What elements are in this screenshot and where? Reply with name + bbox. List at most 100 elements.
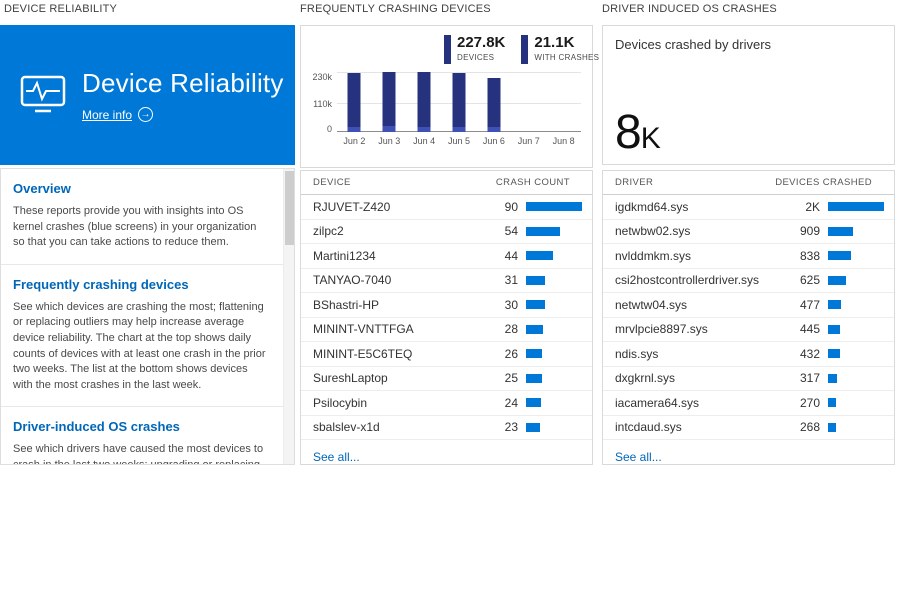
chart-bar-with-crashes [417, 127, 431, 132]
value-bar-track [828, 202, 886, 212]
crash-count: 54 [504, 224, 518, 239]
chart-day-slot: Jun 5 [442, 72, 477, 146]
crash-count: 90 [504, 199, 518, 214]
value-bar-track [828, 226, 886, 236]
column-header-device-reliability: DEVICE RELIABILITY [4, 3, 118, 15]
crash-count: 30 [504, 297, 518, 312]
driver-name: ndis.sys [615, 346, 659, 361]
value-bar [828, 300, 841, 310]
value-bar [526, 373, 542, 383]
info-section-heading[interactable]: Frequently crashing devices [13, 276, 189, 292]
table-row[interactable]: netwtw04.sys 477 [603, 293, 894, 318]
table-row[interactable]: sbalslev-x1d 23 [301, 416, 592, 440]
value-bar [526, 398, 541, 408]
value-bar-track [828, 398, 886, 408]
chart-day-slot: Jun 7 [511, 72, 546, 146]
driver-name: mrvlpcie8897.sys [615, 322, 708, 337]
scrollbar-thumb[interactable] [285, 171, 294, 245]
device-reliability-tile[interactable]: Device Reliability More info → [0, 25, 295, 165]
table-row[interactable]: MININT-VNTTFGA 28 [301, 318, 592, 342]
chart-bars: Jun 2 Jun 3 Jun 4 Jun 5 Jun 6 Jun 7 Jun 8 [337, 72, 581, 146]
section-divider [1, 406, 294, 408]
x-axis-tick-label: Jun 2 [343, 136, 366, 146]
devices-crashed-count: 2K [805, 199, 820, 214]
arrow-right-icon[interactable]: → [138, 107, 154, 122]
drivers-table-header: DRIVER DEVICES CRASHED [603, 171, 894, 195]
tile-title: Device Reliability [82, 68, 284, 98]
table-row[interactable]: BShastri-HP 30 [301, 293, 592, 318]
table-row[interactable]: MININT-E5C6TEQ 26 [301, 342, 592, 367]
value-bar [526, 202, 582, 212]
chart-bar-devices [487, 78, 501, 132]
table-row[interactable]: netwbw02.sys 909 [603, 220, 894, 244]
value-bar [828, 422, 836, 432]
chart-bar-with-crashes [382, 126, 396, 132]
drivers-table-body: igdkmd64.sys 2K netwbw02.sys 909 nvlddmkm.sy… [603, 195, 894, 445]
table-row[interactable]: TANYAO-7040 31 [301, 269, 592, 293]
table-row[interactable]: iacamera64.sys 270 [603, 391, 894, 416]
value-bar [526, 226, 560, 236]
info-section-heading[interactable]: Driver-induced OS crashes [13, 419, 180, 435]
table-row[interactable]: Psilocybin 24 [301, 391, 592, 416]
table-row[interactable]: zilpc2 54 [301, 220, 592, 244]
info-sections: Overview These reports provide you with i… [1, 169, 294, 464]
value-bar-track [526, 422, 584, 432]
table-row[interactable]: intcdaud.sys 268 [603, 416, 894, 440]
chart-bar-devices [382, 72, 396, 132]
section-divider [1, 263, 294, 265]
chart-day-slot: Jun 6 [476, 72, 511, 146]
table-row[interactable]: SureshLaptop 25 [301, 367, 592, 391]
table-row[interactable]: ndis.sys 432 [603, 342, 894, 367]
drivers-see-all-link[interactable]: See all... [615, 450, 662, 464]
chart-gridline [337, 72, 581, 73]
drivers-header-devices-crashed: DEVICES CRASHED [775, 177, 872, 188]
table-row[interactable]: csi2hostcontrollerdriver.sys 625 [603, 269, 894, 293]
table-row[interactable]: dxgkrnl.sys 317 [603, 367, 894, 391]
driver-name: iacamera64.sys [615, 395, 700, 410]
devices-crashed-count: 445 [799, 322, 820, 337]
info-section-heading[interactable]: Overview [13, 181, 71, 196]
value-bar [526, 251, 553, 261]
table-row[interactable]: igdkmd64.sys 2K [603, 195, 894, 220]
device-name: SureshLaptop [313, 371, 388, 386]
devices-see-all-link[interactable]: See all... [313, 450, 360, 464]
crash-count: 26 [504, 346, 518, 361]
tile-text: Device Reliability More info → [82, 68, 284, 122]
x-axis-tick-label: Jun 7 [517, 136, 540, 146]
chart-legend: 227.8K DEVICES 21.1K WITH CRASHES [444, 35, 599, 64]
legend-value-devices: 227.8K [457, 34, 506, 51]
legend-item-with-crashes: 21.1K WITH CRASHES [521, 35, 599, 64]
value-bar-track [828, 251, 886, 261]
table-row[interactable]: RJUVET-Z420 90 [301, 195, 592, 220]
value-bar [828, 251, 851, 261]
legend-marker-devices [444, 35, 451, 64]
value-bar-track [526, 373, 584, 383]
crash-count: 31 [504, 273, 518, 288]
devices-crashed-count: 625 [799, 273, 820, 288]
table-row[interactable]: mrvlpcie8897.sys 445 [603, 318, 894, 342]
x-axis-tick-label: Jun 5 [447, 136, 471, 146]
value-bar [526, 349, 542, 359]
crash-count: 23 [504, 420, 518, 435]
devices-crashed-count: 838 [799, 248, 820, 263]
chart-bar-devices [417, 72, 431, 132]
legend-label-devices: DEVICES [457, 52, 495, 62]
device-name: MININT-VNTTFGA [313, 322, 414, 337]
more-info-link[interactable]: More info [82, 107, 133, 122]
crashing-devices-table: DEVICE CRASH COUNT RJUVET-Z420 90 zilpc2 54… [300, 170, 593, 465]
info-section-body: These reports provide you with insights … [13, 205, 257, 249]
value-bar-track [526, 324, 584, 334]
info-section-body: See which devices are crashing the most;… [13, 300, 266, 391]
device-name: BShastri-HP [313, 297, 380, 312]
value-bar [828, 398, 836, 408]
scrollbar[interactable] [283, 169, 294, 464]
driver-name: csi2hostcontrollerdriver.sys [615, 273, 760, 288]
crash-count: 28 [504, 322, 518, 337]
table-row[interactable]: nvlddmkm.sys 838 [603, 244, 894, 269]
table-row[interactable]: Martini1234 44 [301, 244, 592, 269]
chart-bar-with-crashes [452, 127, 466, 132]
y-axis-tick-label: 230k [312, 72, 332, 82]
value-bar-track [526, 398, 584, 408]
device-name: zilpc2 [313, 224, 344, 239]
chart-day-slot: Jun 8 [546, 72, 581, 146]
